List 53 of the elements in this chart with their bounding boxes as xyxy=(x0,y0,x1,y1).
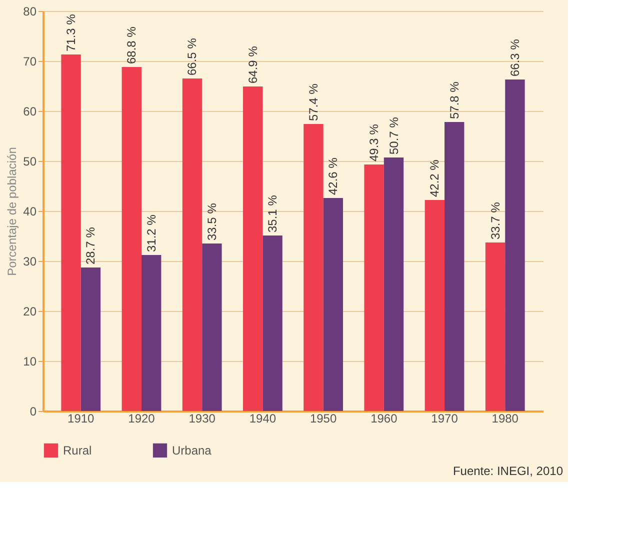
legend-label: Rural xyxy=(63,443,92,458)
y-tick-label: 30 xyxy=(23,254,37,268)
bar xyxy=(80,268,101,411)
source-note: Fuente: INEGI, 2010 xyxy=(452,464,564,478)
x-tick-label: 1930 xyxy=(188,412,216,426)
bar xyxy=(364,164,384,411)
legend-label: Urbana xyxy=(172,443,212,458)
y-tick-label: 10 xyxy=(23,354,37,368)
data-label: 33.7 % xyxy=(488,202,502,240)
y-tick-label: 60 xyxy=(23,104,37,118)
y-tick-label: 70 xyxy=(23,54,37,68)
x-tick-label: 1950 xyxy=(310,412,337,426)
bar xyxy=(323,198,343,411)
data-label: 57.8 % xyxy=(447,81,462,119)
x-tick-label: 1940 xyxy=(249,412,276,426)
bar xyxy=(61,54,81,411)
bar xyxy=(202,244,222,411)
data-label: 68.8 % xyxy=(124,26,139,64)
data-label: 33.5 % xyxy=(204,202,219,240)
bar xyxy=(505,80,525,411)
data-label: 57.4 % xyxy=(306,83,320,121)
bar xyxy=(424,200,445,411)
data-label: 42.2 % xyxy=(428,159,442,197)
y-tick-label: 50 xyxy=(23,154,37,168)
x-tick-label: 1910 xyxy=(68,412,95,426)
bar xyxy=(444,122,464,411)
data-label: 35.1 % xyxy=(266,194,280,232)
data-label: 64.9 % xyxy=(246,46,260,84)
y-axis-title: Porcentaje de población xyxy=(5,147,20,276)
y-tick-label: 20 xyxy=(23,304,37,318)
bar xyxy=(262,236,282,411)
x-tick-label: 1970 xyxy=(431,412,458,426)
data-label: 66.3 % xyxy=(508,38,522,76)
y-tick-label: 0 xyxy=(30,404,37,418)
data-label: 42.6 % xyxy=(326,157,340,195)
x-tick-label: 1960 xyxy=(370,412,398,426)
data-label: 49.3 % xyxy=(367,124,382,162)
data-label: 50.7 % xyxy=(386,116,401,154)
bar xyxy=(384,158,404,411)
bar xyxy=(122,67,142,411)
data-label: 71.3 % xyxy=(64,14,78,52)
y-tick-label: 40 xyxy=(23,204,37,218)
y-tick-label: 80 xyxy=(23,4,37,18)
data-label: 28.7 % xyxy=(84,226,98,264)
bar xyxy=(304,124,324,411)
bar xyxy=(182,78,202,411)
x-tick-label: 1980 xyxy=(492,412,519,426)
data-label: 31.2 % xyxy=(144,214,158,252)
x-tick-label: 1920 xyxy=(128,412,156,426)
bar xyxy=(141,255,162,411)
data-label: 66.5 % xyxy=(185,38,200,76)
bar xyxy=(243,86,263,411)
bar xyxy=(485,242,506,411)
